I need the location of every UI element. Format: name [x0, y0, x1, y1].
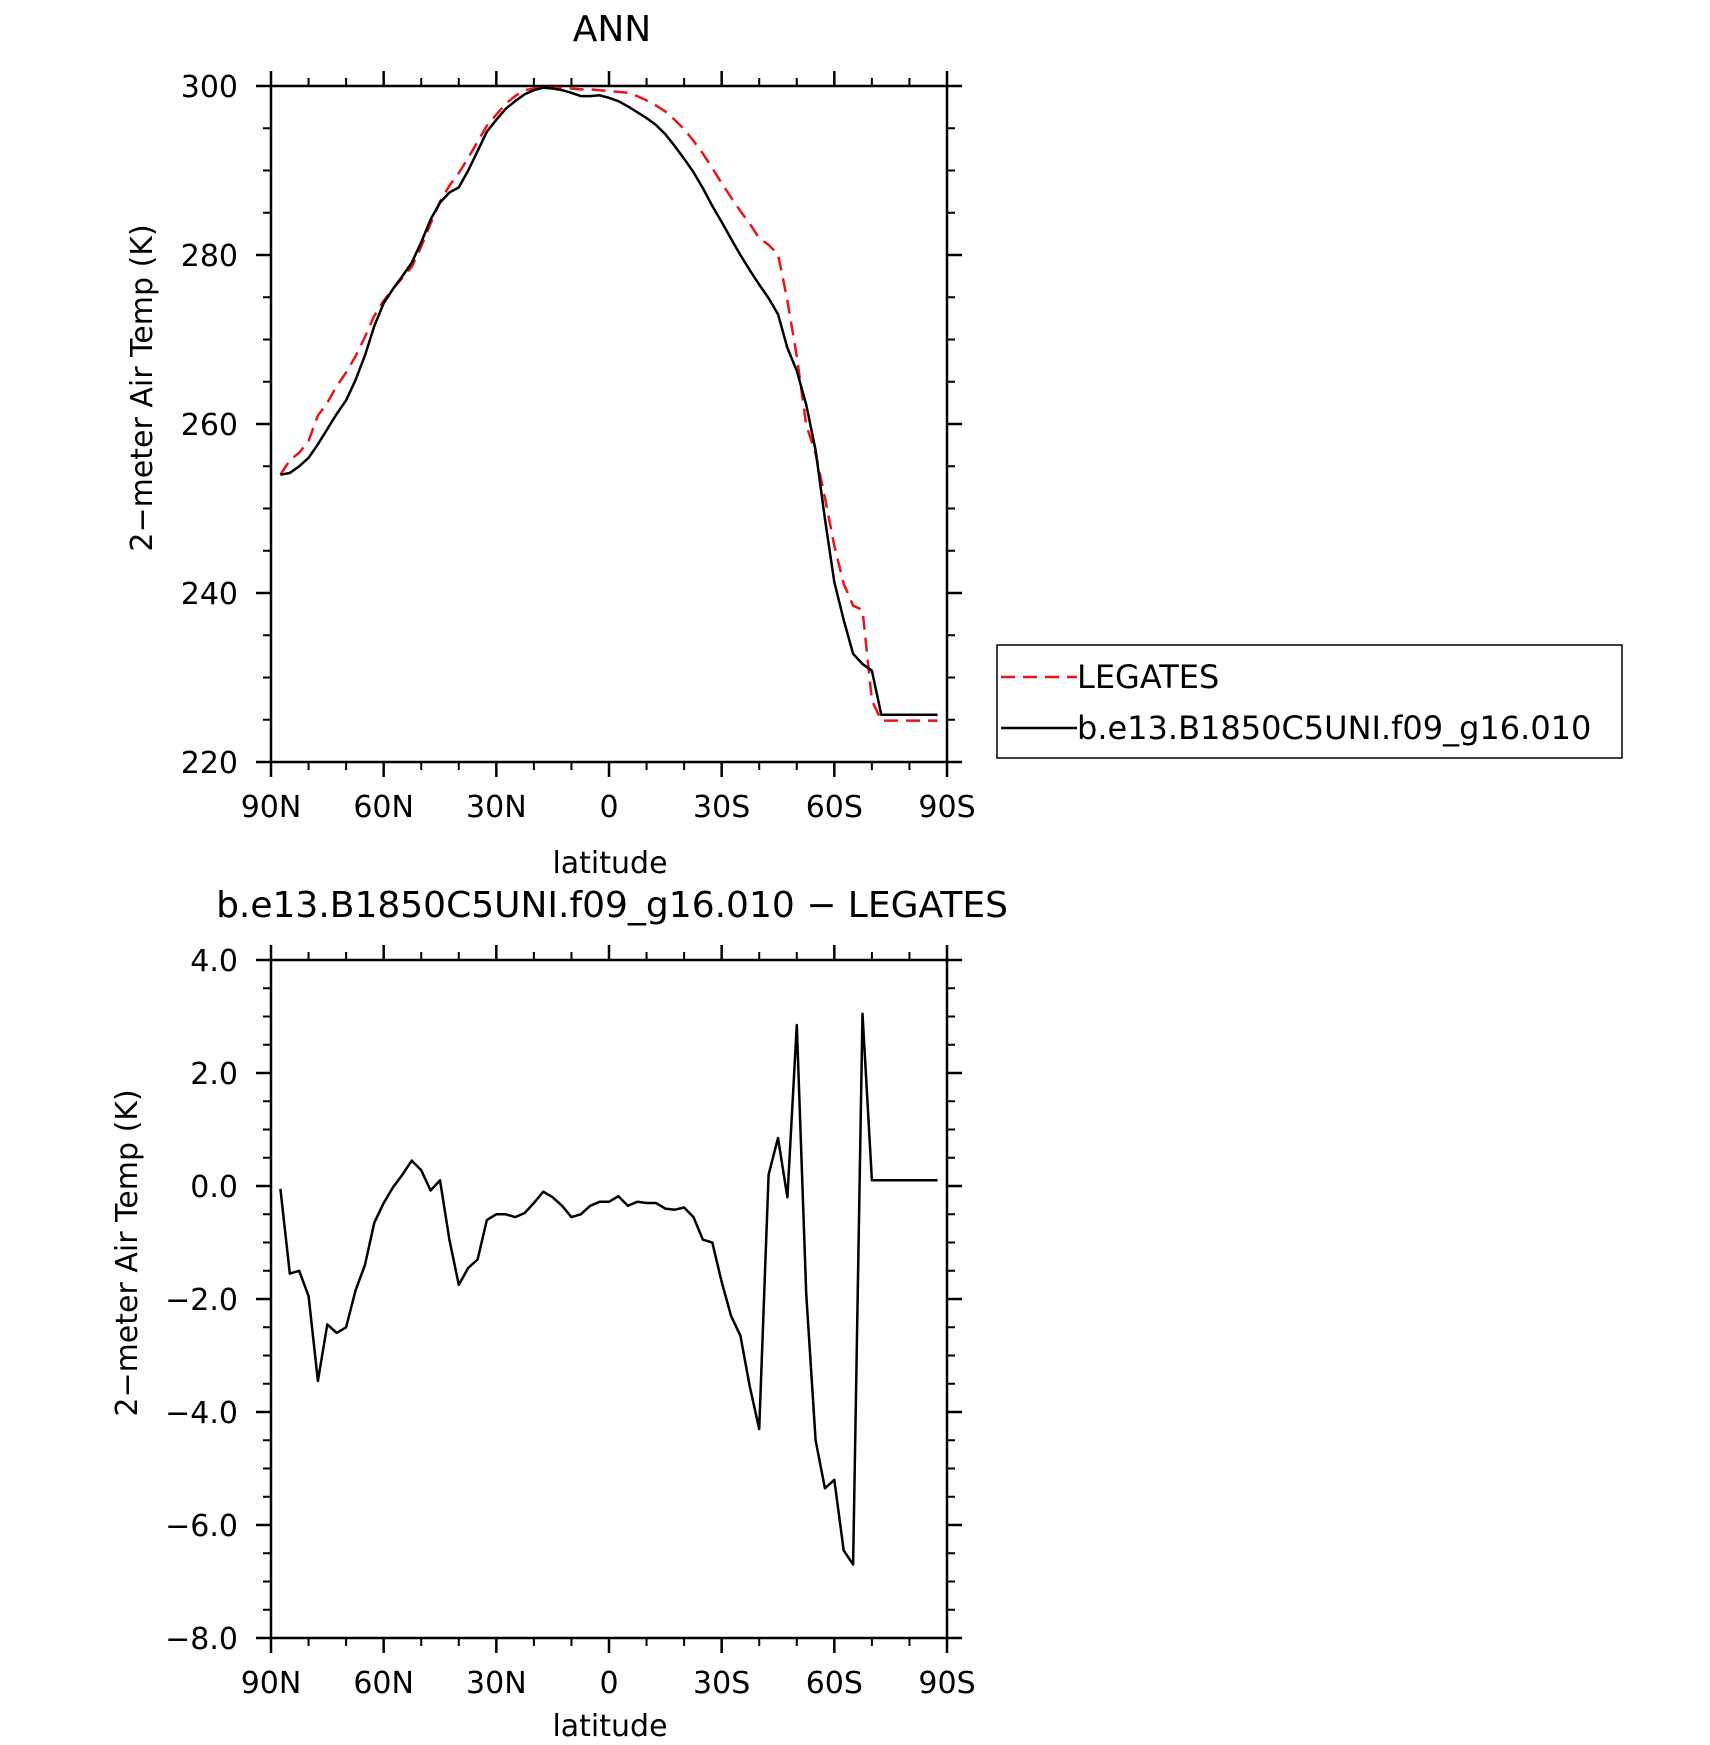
y-tick-label: 260: [181, 408, 238, 443]
x-tick-label: 30N: [466, 1666, 527, 1701]
x-tick-label: 90N: [241, 790, 302, 825]
y-tick-label: 2.0: [190, 1057, 238, 1092]
x-tick-label: 0: [599, 790, 618, 825]
x-tick-label: 60N: [353, 1666, 414, 1701]
x-tick-label: 30S: [693, 790, 750, 825]
legend: LEGATES b.e13.B1850C5UNI.f09_g16.010: [996, 644, 1623, 759]
tick-labels: 90N 60N 30N 0 30S 60S 90S −8.0 −6.0 −4.0 −2.0 0.0 2.…: [165, 944, 975, 1701]
x-tick-label: 30S: [693, 1666, 750, 1701]
difference-line: [279, 1012, 938, 1566]
y-axis-label: 2−meter Air Temp (K): [125, 224, 160, 551]
plot-frame: [269, 958, 949, 1640]
y-tick-label: 4.0: [190, 944, 238, 979]
tick-marks: [256, 71, 962, 777]
series-line-1: [280, 86, 938, 716]
y-tick-label: 220: [181, 746, 238, 781]
y-tick-label: 0.0: [190, 1170, 238, 1205]
series-line-0: [279, 86, 938, 722]
panel-difference: b.e13.B1850C5UNI.f09_g16.010 − LEGATES 2…: [110, 885, 1008, 1744]
tick-marks: [256, 945, 962, 1653]
plot-frame: [269, 84, 949, 764]
chart-title: ANN: [573, 9, 652, 50]
x-tick-label: 30N: [466, 790, 527, 825]
panel-annual-temperature: ANN 2−meter Air Temp (K) latitude 90N 60N…: [125, 9, 976, 881]
tick-labels: 90N 60N 30N 0 30S 60S 90S 220 240 260 280 300: [181, 70, 976, 825]
x-tick-label: 60N: [353, 790, 414, 825]
x-tick-label: 90S: [918, 790, 975, 825]
x-axis-label: latitude: [552, 846, 667, 881]
y-tick-label: 280: [181, 239, 238, 274]
x-tick-label: 90N: [241, 1666, 302, 1701]
series-lines: [279, 86, 938, 722]
axes-frame: [269, 84, 949, 764]
y-axis-label: 2−meter Air Temp (K): [110, 1089, 145, 1416]
x-tick-label: 60S: [806, 1666, 863, 1701]
y-tick-label: −6.0: [165, 1509, 238, 1544]
x-axis-label: latitude: [552, 1709, 667, 1744]
y-tick-label: −8.0: [165, 1622, 238, 1657]
y-tick-label: 300: [181, 70, 238, 105]
y-tick-label: −4.0: [165, 1396, 238, 1431]
legend-label-legates: LEGATES: [1077, 658, 1219, 696]
axes-frame: [269, 958, 949, 1640]
y-tick-label: 240: [181, 577, 238, 612]
x-tick-label: 90S: [918, 1666, 975, 1701]
chart-title: b.e13.B1850C5UNI.f09_g16.010 − LEGATES: [216, 885, 1008, 926]
legend-box: [996, 644, 1623, 759]
legend-label-model: b.e13.B1850C5UNI.f09_g16.010: [1077, 709, 1591, 747]
x-tick-label: 0: [599, 1666, 618, 1701]
y-tick-label: −2.0: [165, 1283, 238, 1318]
x-tick-label: 60S: [806, 790, 863, 825]
series-lines: [279, 1012, 938, 1566]
